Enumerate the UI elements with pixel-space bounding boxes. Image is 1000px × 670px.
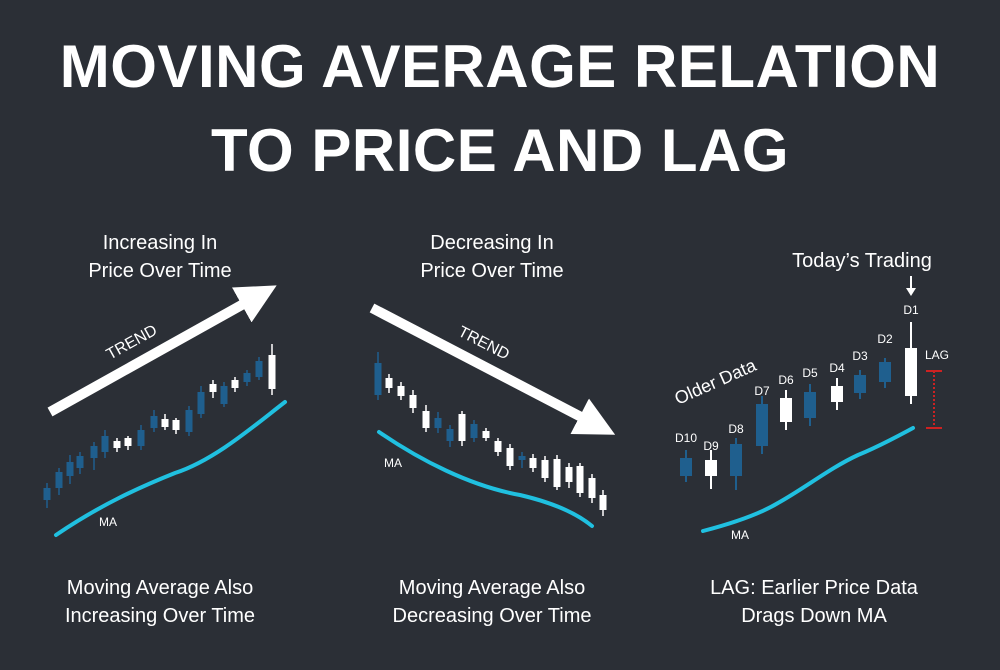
panel2-trend-arrow: [369, 303, 616, 435]
panel3-candle-d3: [854, 370, 866, 399]
panel1-candle: [231, 377, 239, 392]
panel2-caption-line2: Decreasing Over Time: [392, 605, 592, 627]
panel1-candle: [66, 455, 74, 484]
panel1-candles: [43, 344, 276, 508]
panel1-candle: [124, 436, 132, 450]
panel1-heading-line1: Increasing In: [103, 232, 218, 254]
panel1-caption-line1: Moving Average Also: [66, 577, 254, 599]
panel2-candle: [576, 463, 584, 497]
panel3-heading: Today’s Trading: [792, 250, 932, 272]
panel1-candle: [255, 357, 263, 380]
day-label-d5: D5: [802, 366, 818, 380]
panel-decreasing: Decreasing In Price Over Time TREND MA: [369, 232, 616, 528]
panel2-heading-line2: Price Over Time: [420, 260, 563, 282]
older-data-label: Older Data: [671, 355, 760, 409]
panel1-candle: [55, 468, 63, 495]
panel3-ma-label: MA: [731, 528, 749, 542]
panel3-ma-line: [701, 426, 915, 533]
panel2-candle: [518, 452, 526, 468]
panel1-candle: [161, 414, 169, 430]
panel1-candle: [243, 370, 251, 386]
panel1-candle: [90, 442, 98, 470]
day-label-d6: D6: [778, 373, 794, 387]
panel2-heading-line1: Decreasing In: [430, 232, 553, 254]
day-label-d3: D3: [852, 349, 868, 363]
panel3-candle-d10: [680, 450, 692, 482]
panel1-candle: [76, 452, 84, 474]
panel2-candle: [529, 454, 537, 472]
lag-bracket: [926, 370, 942, 429]
panel1-candle: [113, 438, 121, 452]
panel1-candle: [172, 418, 180, 434]
panel1-candle: [43, 483, 51, 508]
panel3-caption-line1: LAG: Earlier Price Data: [710, 577, 918, 599]
panel2-candle: [553, 455, 561, 490]
panel2-candle: [446, 425, 454, 447]
panel2-ma-line: [377, 430, 594, 528]
panel2-candle: [541, 456, 549, 482]
panel2-candle: [494, 438, 502, 456]
day-label-d1: D1: [903, 303, 919, 317]
panel2-candle: [588, 474, 596, 503]
panel2-candles: [374, 352, 607, 516]
panel1-ma-line: [54, 400, 287, 537]
panel2-candle: [482, 428, 490, 441]
panel1-ma-label: MA: [99, 515, 117, 529]
day-label-d10: D10: [675, 431, 697, 445]
panel3-candle-d7: [756, 396, 768, 454]
panel1-candle: [268, 344, 276, 395]
panel2-candle: [599, 490, 607, 516]
day-labels: D10 D9 D8 D7 D6 D5 D4 D3 D2 D1: [675, 303, 919, 453]
panel1-candle: [150, 410, 158, 432]
day-label-d2: D2: [877, 332, 893, 346]
day-label-d8: D8: [728, 422, 744, 436]
lag-label: LAG: [925, 348, 949, 362]
day-label-d4: D4: [829, 361, 845, 375]
panel1-candle: [101, 430, 109, 458]
panel3-candle-d6: [780, 390, 792, 430]
panel2-candle: [385, 374, 393, 393]
panel3-candle-d8: [730, 438, 742, 490]
panel1-trend-arrow: [47, 285, 277, 417]
title-line-1: MOVING AVERAGE RELATION: [59, 33, 941, 100]
day-label-d9: D9: [703, 439, 719, 453]
panel2-ma-label: MA: [384, 456, 402, 470]
panel1-candle: [197, 386, 205, 418]
panel2-candle: [565, 463, 573, 488]
panel1-candle: [185, 406, 193, 436]
panel1-caption: Moving Average Also Increasing Over Time: [20, 574, 300, 630]
panel2-candle: [409, 390, 417, 413]
day-label-d7: D7: [754, 384, 770, 398]
panel2-candle: [397, 382, 405, 400]
panel-increasing: Increasing In Price Over Time TREND MA: [43, 232, 287, 537]
down-arrowhead-icon: [906, 288, 916, 296]
panel2-candle: [434, 412, 442, 433]
panel2-candle: [422, 405, 430, 432]
panel3-candle-d9: [705, 450, 717, 489]
panel2-caption-line1: Moving Average Also: [398, 577, 586, 599]
panel2-candle: [458, 411, 466, 446]
panel3-candle-d1: [905, 322, 917, 404]
panel2-candle: [374, 352, 382, 400]
panel1-heading-line2: Price Over Time: [88, 260, 231, 282]
panel3-caption: LAG: Earlier Price Data Drags Down MA: [674, 574, 954, 630]
panel2-caption: Moving Average Also Decreasing Over Time: [352, 574, 632, 630]
panel-lag: Today’s Trading Older Data D10 D9 D8 D7 D6 D5…: [671, 250, 949, 542]
panel1-candle: [137, 425, 145, 450]
panel3-candle-d2: [879, 358, 891, 388]
panel3-caption-line2: Drags Down MA: [741, 605, 887, 627]
panel1-caption-line2: Increasing Over Time: [64, 605, 256, 627]
panel1-candle: [209, 380, 217, 398]
panel2-candle: [470, 420, 478, 442]
title-line-2: TO PRICE AND LAG: [210, 117, 790, 184]
panel3-candles: [680, 322, 917, 490]
panel3-candle-d4: [831, 378, 843, 410]
panel2-candle: [506, 444, 514, 470]
panel1-candle: [220, 382, 228, 407]
panel3-candle-d5: [804, 384, 816, 426]
